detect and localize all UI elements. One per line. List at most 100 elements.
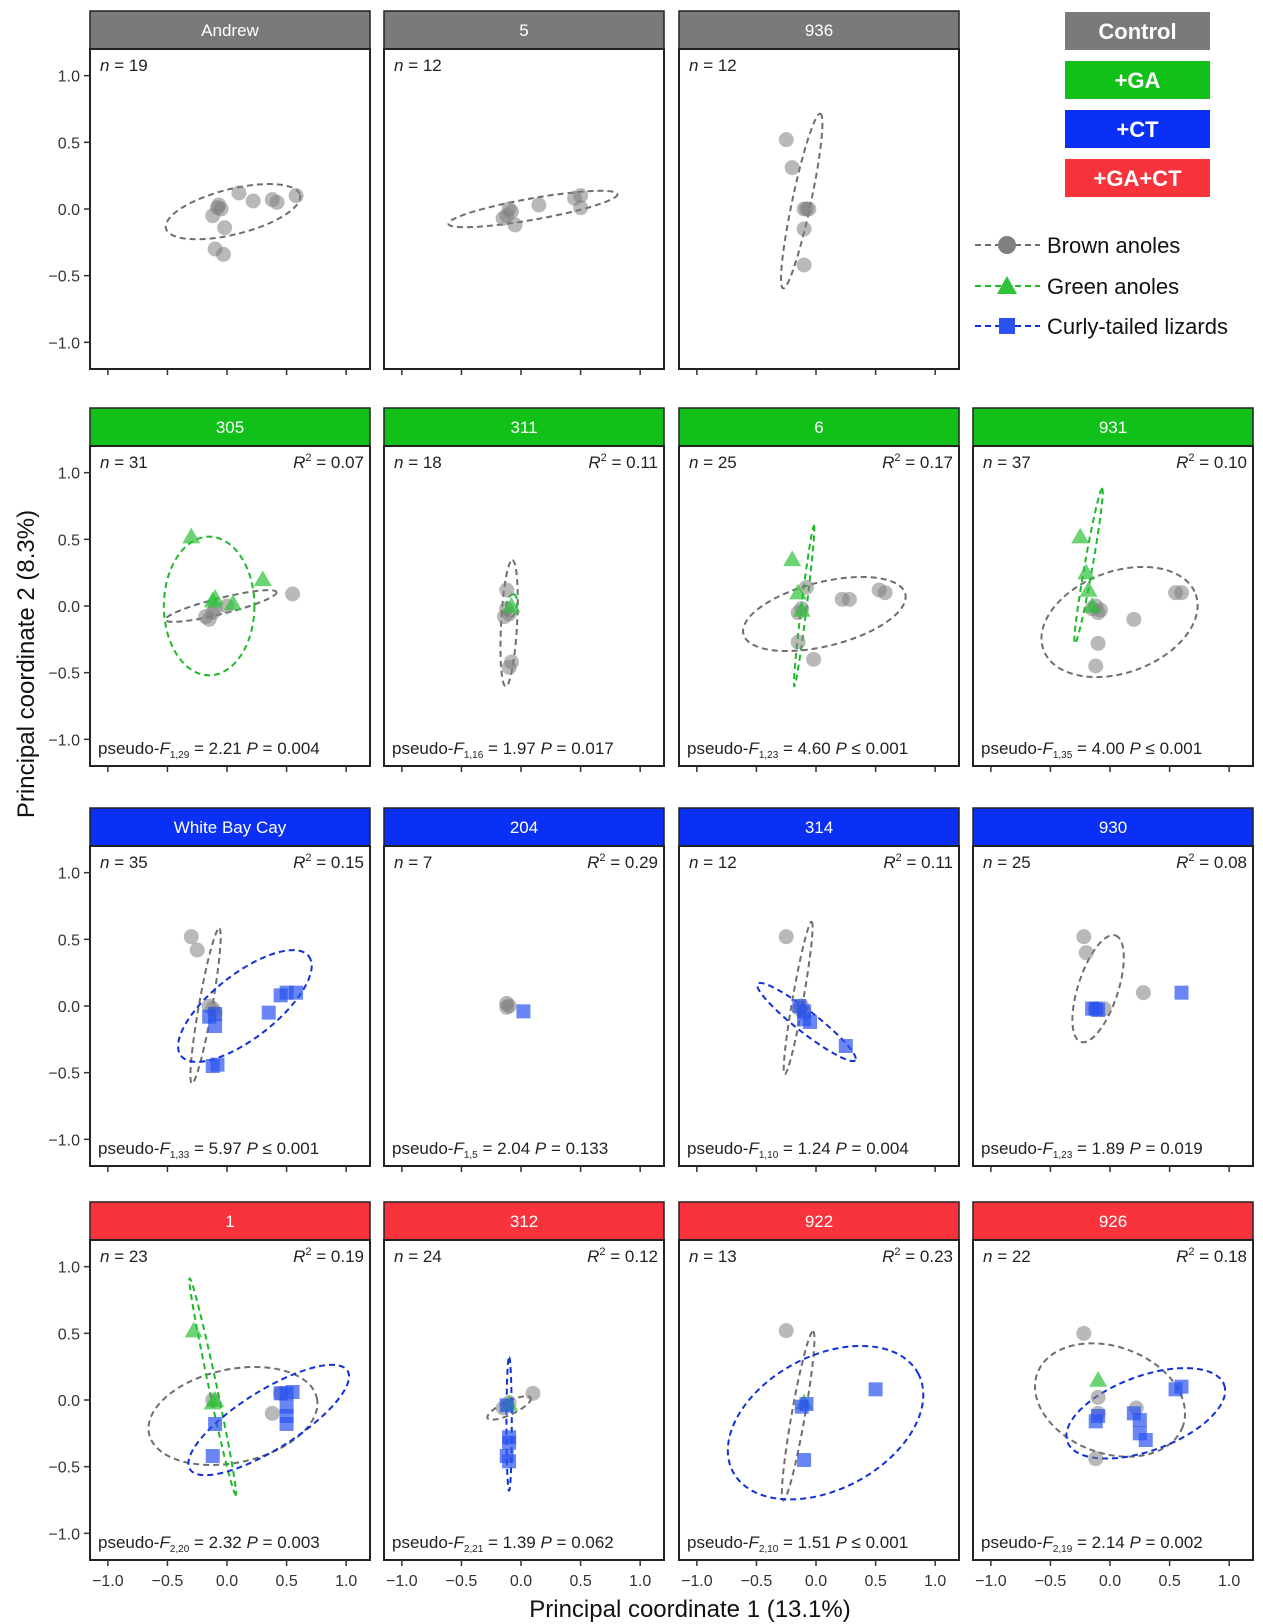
point-brown-anoles (801, 201, 817, 217)
panel-strip (972, 1201, 1254, 1241)
r2-label: R2 = 0.07 (293, 452, 364, 472)
ellipse-brown-anoles (447, 189, 619, 229)
y-tick-label: 1.0 (58, 69, 80, 86)
legend-symbol (998, 236, 1016, 254)
ellipse-brown-anoles (164, 183, 302, 241)
n-label: n = 25 (983, 853, 1031, 872)
plot-area (1040, 487, 1199, 679)
point-green-anoles (502, 597, 521, 613)
point-curly-tailed-lizards (205, 1449, 220, 1463)
panel-strip (383, 1201, 665, 1241)
point-brown-anoles (1174, 585, 1190, 601)
n-label: n = 22 (983, 1247, 1031, 1266)
plot-area (742, 524, 907, 688)
panel-white-bay-cay: White Bay Cay n = 35 R2 = 0.15 pseudo-F1,33… (48, 807, 371, 1172)
ellipse-curly-tailed-lizards (1065, 1367, 1227, 1460)
ellipse-green-anoles (1073, 487, 1104, 645)
strip-label: 314 (805, 818, 833, 837)
point-brown-anoles (269, 194, 285, 210)
point-brown-anoles (806, 651, 822, 667)
strip-label: 305 (216, 418, 244, 437)
point-brown-anoles (264, 1405, 280, 1421)
point-curly-tailed-lizards (502, 1435, 517, 1450)
panel-strip (383, 10, 665, 50)
pseudo-f-label: pseudo-F1,5 = 2.04 P = 0.133 (392, 1139, 608, 1161)
plot-area (164, 183, 304, 262)
pseudo-f-label: pseudo-F1,29 = 2.21 P = 0.004 (98, 739, 320, 761)
plot-area (496, 559, 521, 688)
point-curly-tailed-lizards (797, 1453, 812, 1467)
pseudo-f-label: pseudo-F2,20 = 2.32 P = 0.003 (98, 1533, 320, 1555)
panel-926: 926 n = 22 R2 = 0.18 pseudo-F2,19 = 2.14 P … (972, 1201, 1254, 1590)
x-tick-label: −0.5 (446, 1573, 478, 1590)
ellipse-brown-anoles (782, 920, 814, 1076)
r2-label: R2 = 0.08 (1176, 852, 1247, 872)
point-brown-anoles (211, 197, 227, 213)
panel-strip (89, 10, 371, 50)
n-label: n = 37 (983, 453, 1031, 472)
point-green-anoles (792, 601, 811, 617)
point-green-anoles (1071, 527, 1090, 544)
y-tick-label: 0.5 (58, 932, 80, 949)
n-label: n = 7 (394, 853, 432, 872)
point-green-anoles (253, 570, 272, 587)
ellipse-brown-anoles (780, 1330, 816, 1502)
point-green-anoles (203, 1393, 222, 1410)
point-brown-anoles (841, 591, 857, 607)
point-brown-anoles (496, 609, 512, 625)
point-curly-tailed-lizards (1088, 1414, 1103, 1429)
panel-strip (678, 807, 960, 847)
y-tick-label: 0.5 (58, 135, 80, 152)
x-tick-label: 0.5 (569, 1573, 591, 1590)
point-curly-tailed-lizards (516, 1004, 531, 1019)
x-axis-title: Principal coordinate 1 (13.1%) (529, 1596, 851, 1623)
y-tick-label: 0.5 (58, 1326, 80, 1343)
y-tick-label: −1.0 (48, 335, 80, 352)
y-axis-title: Principal coordinate 2 (8.3%) (13, 510, 40, 818)
pseudo-f-label: pseudo-F2,10 = 1.51 P ≤ 0.001 (687, 1533, 908, 1555)
axis-titles: Principal coordinate 1 (13.1%) Principal… (13, 510, 851, 1623)
panel-312: 312 n = 24 R2 = 0.12 pseudo-F2,21 = 1.39 P … (383, 1201, 665, 1590)
n-label: n = 35 (100, 853, 148, 872)
y-tick-label: 0.0 (58, 999, 80, 1016)
panel-border (383, 1239, 665, 1561)
ellipse-curly-tailed-lizards (187, 1363, 351, 1477)
panel-strip (678, 10, 960, 50)
x-tick-label: 1.0 (335, 1573, 357, 1590)
point-brown-anoles (189, 942, 205, 958)
panel-1: 1 n = 23 R2 = 0.19 pseudo-F2,20 = 2.32 P = … (48, 1201, 371, 1590)
point-green-anoles (203, 591, 222, 608)
point-curly-tailed-lizards (803, 1015, 818, 1029)
n-label: n = 24 (394, 1247, 442, 1266)
strip-label: 5 (519, 21, 528, 40)
point-brown-anoles (877, 585, 893, 601)
panel-border (972, 445, 1254, 767)
point-brown-anoles (288, 188, 304, 204)
ellipse-green-anoles (162, 535, 256, 677)
strip-label: 926 (1099, 1212, 1127, 1231)
x-tick-label: 0.5 (275, 1573, 297, 1590)
panel-strip (89, 807, 371, 847)
point-brown-anoles (231, 185, 247, 201)
point-brown-anoles (1090, 1389, 1106, 1405)
panel-5: 5 n = 12 (383, 10, 665, 375)
n-label: n = 12 (394, 56, 442, 75)
plot-area (726, 1323, 925, 1502)
r2-label: R2 = 0.10 (1176, 452, 1247, 472)
legend-treatment-box (1065, 12, 1210, 50)
panel-305: 305 n = 31 R2 = 0.07 pseudo-F1,29 = 2.21 P … (48, 407, 371, 772)
point-brown-anoles (790, 634, 806, 650)
y-tick-label: −0.5 (48, 1460, 80, 1477)
point-brown-anoles (1090, 635, 1106, 651)
legend-symbol (999, 318, 1015, 334)
pseudo-f-label: pseudo-F2,19 = 2.14 P = 0.002 (981, 1533, 1203, 1555)
strip-label: Andrew (201, 21, 259, 40)
point-brown-anoles (1076, 929, 1092, 945)
pseudo-f-label: pseudo-F2,21 = 1.39 P = 0.062 (392, 1533, 614, 1555)
r2-label: R2 = 0.18 (1176, 1246, 1247, 1266)
pseudo-f-label: pseudo-F1,35 = 4.00 P ≤ 0.001 (981, 739, 1202, 761)
legend-symbol (997, 276, 1017, 294)
y-tick-label: −0.5 (48, 666, 80, 683)
point-brown-anoles (245, 193, 261, 209)
